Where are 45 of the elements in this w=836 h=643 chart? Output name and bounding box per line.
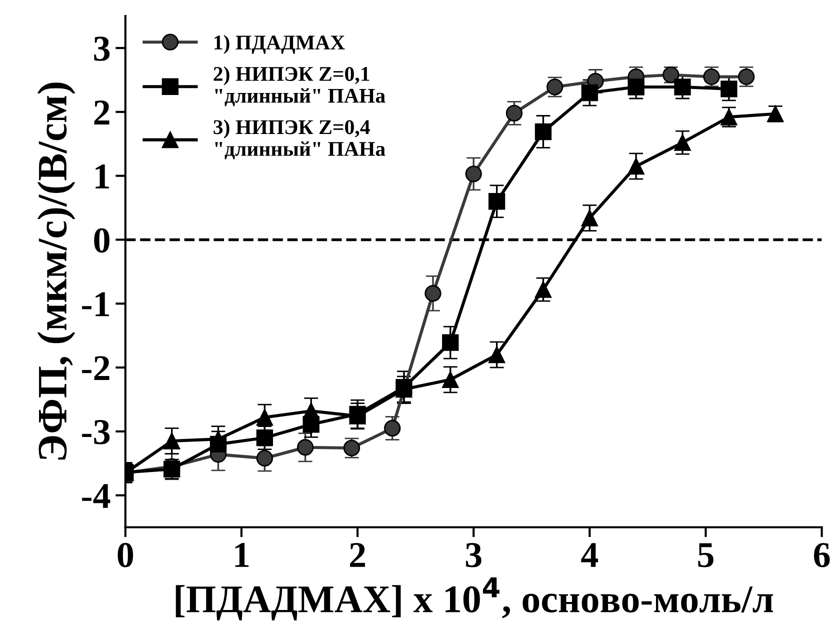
point — [720, 80, 738, 98]
point — [534, 123, 552, 140]
legend-label: 1) ПДАДМАХ — [214, 34, 345, 54]
point — [465, 166, 482, 182]
point — [674, 134, 691, 151]
y-tick-label: 1 — [96, 164, 109, 188]
y-tick-label: 3 — [94, 36, 110, 61]
y-tick-label: -4 — [82, 484, 110, 508]
point — [302, 402, 320, 420]
x-tick-label: 4 — [581, 543, 598, 567]
point — [534, 281, 552, 298]
x-tick-label: 6 — [814, 542, 830, 568]
point — [628, 158, 644, 175]
y-tick-label: 0 — [94, 228, 110, 253]
point — [674, 78, 691, 96]
point — [442, 334, 459, 351]
point — [256, 429, 274, 446]
point — [581, 210, 598, 226]
legend-label: 3) НИПЭК Z=0,4 "длинный" ПАНа — [214, 120, 386, 160]
x-tick-label: 2 — [350, 542, 366, 567]
point — [488, 193, 506, 210]
point — [424, 285, 442, 302]
legend-label: 2) НИПЭК Z=0,1 "длинный" ПАНа — [214, 66, 386, 106]
y-tick-label: -3 — [82, 420, 110, 444]
point — [256, 409, 274, 426]
point — [506, 104, 523, 122]
point — [210, 430, 227, 448]
y-tick-label: -1 — [82, 292, 109, 316]
point — [256, 450, 274, 467]
point — [581, 84, 598, 102]
y-axis-title: ЭФП, (мкм/с)/(В/см) — [37, 82, 76, 460]
point — [384, 420, 401, 437]
x-tick-label: 0 — [118, 542, 134, 568]
x-tick-label: 1 — [235, 543, 249, 567]
point — [628, 78, 644, 96]
x-axis-title: [ПДАДМАХ] x 10$^{4}$, осново-моль/л — [176, 577, 774, 620]
x-tick-label: 5 — [698, 543, 714, 568]
x-tick-label: 3 — [466, 542, 482, 568]
point — [163, 432, 180, 450]
point — [296, 439, 314, 456]
point — [163, 460, 180, 478]
point — [442, 371, 459, 388]
point — [488, 346, 506, 364]
y-tick-label: 2 — [94, 100, 110, 124]
y-tick-label: -2 — [82, 356, 110, 380]
